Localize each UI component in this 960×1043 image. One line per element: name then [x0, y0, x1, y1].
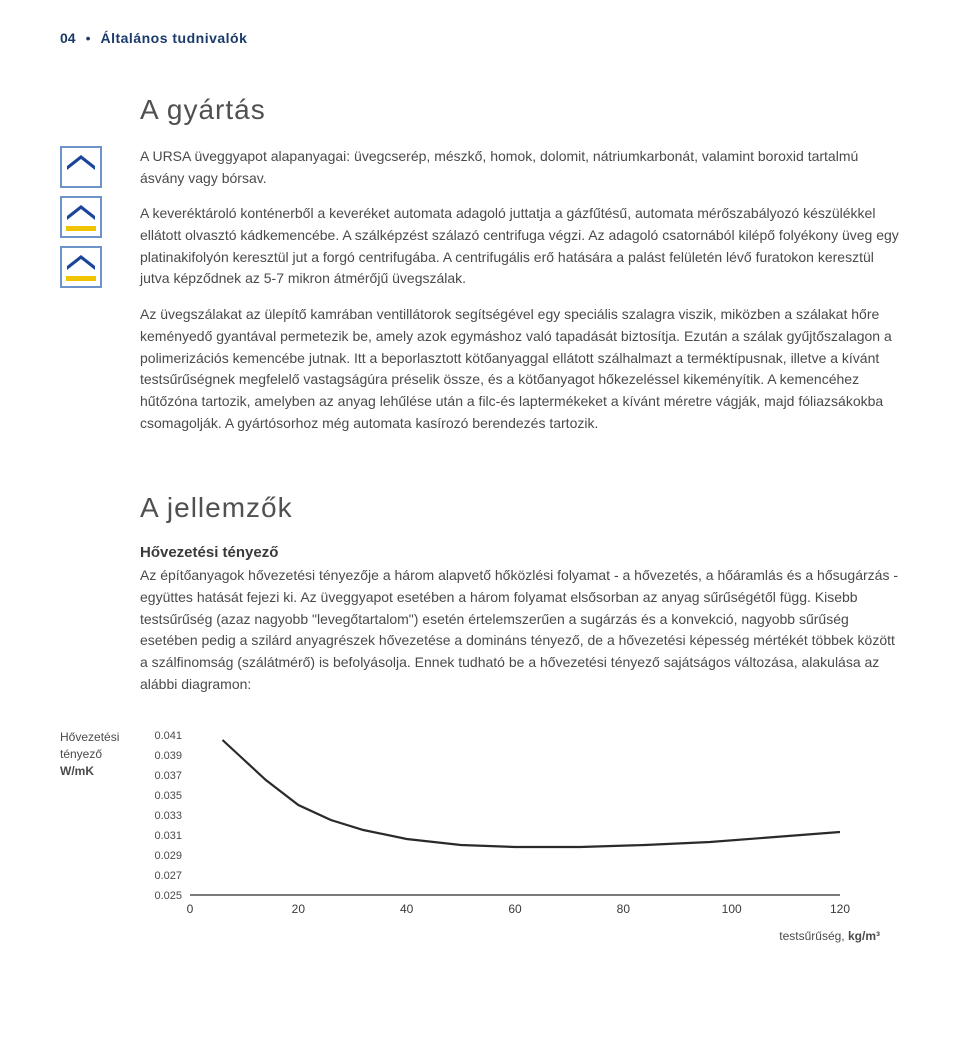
svg-text:0.039: 0.039	[154, 750, 182, 762]
page: 04 • Általános tudnivalók A gyártás A UR…	[0, 0, 960, 983]
heading-manufacturing: A gyártás	[140, 94, 900, 126]
section-title: Általános tudnivalók	[100, 30, 247, 46]
line-chart: 0.041 0.039 0.037 0.035 0.033 0.031 0.029 0.027…	[140, 725, 860, 925]
svg-text:0.031: 0.031	[154, 830, 182, 842]
svg-text:0.035: 0.035	[154, 790, 182, 802]
svg-text:0.033: 0.033	[154, 810, 182, 822]
paragraph: A keveréktároló konténerből a keveréket …	[140, 203, 900, 290]
x-label: testsűrűség,	[779, 929, 844, 943]
paragraph: Az üvegszálakat az ülepítő kamrában vent…	[140, 304, 900, 434]
house-icon	[60, 146, 120, 188]
paragraph: A URSA üveggyapot alapanyagai: üvegcseré…	[140, 146, 900, 189]
svg-text:0.025: 0.025	[154, 890, 182, 902]
svg-text:20: 20	[292, 902, 306, 916]
icon-column	[60, 94, 120, 288]
x-unit: kg/m³	[848, 929, 880, 943]
svg-text:0.027: 0.027	[154, 870, 182, 882]
page-number: 04	[60, 30, 76, 46]
y-unit: W/mK	[60, 764, 94, 778]
house-icon	[60, 246, 120, 288]
svg-text:0.041: 0.041	[154, 730, 182, 742]
section-properties: A jellemzők Hővezetési tényező Az építőa…	[60, 492, 900, 695]
text-column: A gyártás A URSA üveggyapot alapanyagai:…	[120, 94, 900, 448]
section-manufacturing: A gyártás A URSA üveggyapot alapanyagai:…	[60, 94, 900, 448]
svg-text:40: 40	[400, 902, 414, 916]
chart-y-axis-label: Hővezetési tényező W/mK	[60, 725, 140, 779]
subheading-thermal: Hővezetési tényező	[140, 544, 900, 561]
svg-text:0: 0	[187, 902, 194, 916]
chart-x-axis-label: testsűrűség, kg/m³	[140, 929, 900, 943]
paragraph: Az építőanyagok hővezetési tényezője a h…	[140, 565, 900, 695]
chart-area: 0.041 0.039 0.037 0.035 0.033 0.031 0.029 0.027…	[140, 725, 900, 943]
svg-text:120: 120	[830, 902, 850, 916]
y-label-line: Hővezetési	[60, 730, 119, 744]
svg-text:0.029: 0.029	[154, 850, 182, 862]
svg-text:80: 80	[617, 902, 631, 916]
svg-text:100: 100	[722, 902, 742, 916]
page-header: 04 • Általános tudnivalók	[60, 30, 900, 46]
svg-text:60: 60	[508, 902, 522, 916]
separator-dot: •	[86, 30, 91, 46]
svg-text:0.037: 0.037	[154, 770, 182, 782]
house-icon	[60, 196, 120, 238]
y-label-line: tényező	[60, 747, 102, 761]
heading-properties: A jellemzők	[140, 492, 900, 524]
chart-container: Hővezetési tényező W/mK 0.0410.0390.0370…	[60, 725, 900, 943]
